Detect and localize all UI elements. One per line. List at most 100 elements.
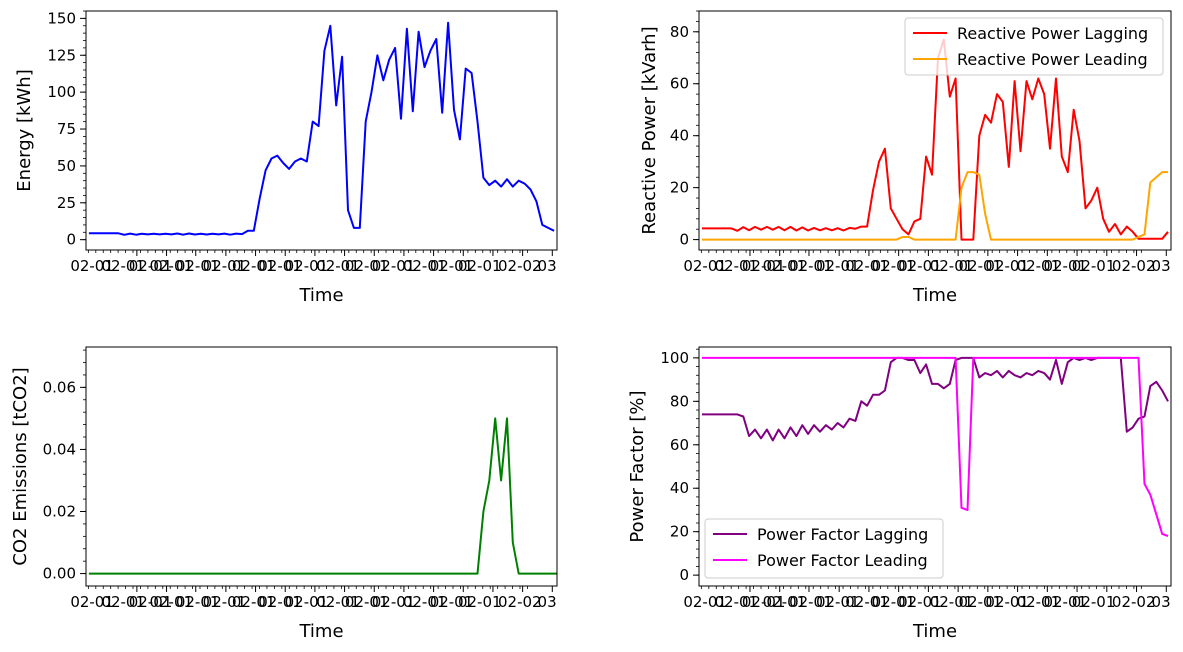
x-tick-label: 02-01: [1043, 257, 1087, 275]
y-tick-label: 0.06: [43, 378, 76, 396]
data-line: [88, 417, 557, 575]
chart-panel-1: 02-0102-0102-0102-0102-0102-0102-0102-01…: [14, 9, 558, 306]
x-tick-label: 02-01: [316, 257, 360, 275]
y-tick-label: 100: [47, 83, 76, 101]
x-tick-label: 02-01: [458, 593, 502, 611]
y-tick-label: 0.00: [43, 565, 76, 583]
y-tick-label: 20: [670, 179, 689, 197]
x-tick-label: 02-01: [372, 593, 416, 611]
x-tick-label: 02-01: [1043, 593, 1087, 611]
x-axis-title: Time: [298, 285, 343, 306]
power-factor-lagging-line: [702, 356, 1169, 442]
x-tick-label: 02-01: [70, 593, 114, 611]
x-axis-title: Time: [912, 285, 957, 306]
y-tick-label: 80: [670, 23, 689, 41]
y-tick-label: 80: [670, 392, 689, 410]
x-tick-label: 02-01: [930, 593, 974, 611]
x-tick-label: 02-01: [1017, 593, 1061, 611]
x-tick-label: 02-01: [845, 593, 889, 611]
x-axis-title: Time: [298, 621, 343, 642]
legend: Power Factor Lagging Power Factor Leading: [704, 518, 944, 579]
y-tick-label: 0.02: [43, 503, 76, 521]
x-tick-label: 02-01: [763, 593, 807, 611]
y-axis-title: CO2 Emissions [tCO2]: [10, 367, 31, 565]
x-tick-label: 02-01: [285, 593, 329, 611]
x-tick-label: 02-01: [258, 257, 302, 275]
y-tick-label: 20: [670, 523, 689, 541]
y-tick-label: 150: [47, 9, 76, 27]
x-tick-label: 02-01: [742, 593, 786, 611]
y-tick-label: 50: [57, 157, 76, 175]
x-tick-label: 03: [538, 593, 557, 611]
y-axis-title: Power Factor [%]: [627, 390, 648, 542]
y-tick-label: 0.04: [43, 440, 76, 458]
x-tick-label: 03: [1152, 593, 1171, 611]
x-tick-label: 02-01: [232, 593, 276, 611]
y-tick-label: 60: [670, 436, 689, 454]
x-tick-label: 02-01: [714, 593, 758, 611]
x-tick-label: 02-01: [985, 593, 1029, 611]
x-tick-label: 02-01: [403, 257, 447, 275]
x-tick-label: 02-01: [345, 257, 389, 275]
y-tick-label: 40: [670, 127, 689, 145]
y-tick-label: 100: [660, 349, 689, 367]
x-tick-label: 02-01: [203, 257, 247, 275]
x-tick-label: 02-01: [985, 257, 1029, 275]
y-tick-label: 0: [679, 231, 689, 249]
x-tick-label: 02-01: [872, 257, 916, 275]
x-tick-label: 02-01: [372, 257, 416, 275]
x-tick-label: 02-01: [1072, 257, 1116, 275]
data-line: [88, 21, 555, 236]
legend-label: Reactive Power Lagging: [957, 24, 1148, 43]
x-tick-label: 02-01: [285, 257, 329, 275]
x-tick-label: 02-02: [498, 257, 542, 275]
x-tick-label: 02-01: [1072, 593, 1116, 611]
x-tick-label: 02-01: [345, 593, 389, 611]
power-factor-leading-line: [702, 356, 1169, 537]
x-tick-label: 02-01: [683, 257, 727, 275]
x-tick-label: 02-01: [816, 257, 860, 275]
x-tick-label: 02-01: [898, 257, 942, 275]
x-tick-label: 02-02: [498, 593, 542, 611]
x-tick-label: 02-01: [763, 257, 807, 275]
chart-panel-3: 02-0102-0102-0102-0102-0102-0102-0102-01…: [10, 346, 558, 642]
x-tick-label: 02-01: [149, 593, 193, 611]
reactive-power-leading-line: [702, 171, 1168, 241]
x-tick-label: 02-01: [149, 257, 193, 275]
chart-panel-2: 02-0102-0102-0102-0102-0102-0102-0102-01…: [639, 10, 1172, 306]
chart-panel-4: 02-0102-0102-0102-0102-0102-0102-0102-01…: [627, 346, 1172, 642]
x-tick-label: 02-01: [872, 593, 916, 611]
x-tick-label: 02-01: [258, 593, 302, 611]
x-tick-label: 03: [538, 257, 557, 275]
plot-frame: [85, 10, 558, 251]
x-tick-label: 02-01: [129, 257, 173, 275]
x-tick-label: 02-01: [458, 257, 502, 275]
x-tick-label: 02-01: [316, 593, 360, 611]
x-tick-label: 02-01: [101, 257, 145, 275]
y-tick-label: 125: [47, 46, 76, 64]
x-tick-label: 02-01: [101, 593, 145, 611]
legend-label: Reactive Power Leading: [957, 50, 1148, 69]
plot-frame: [85, 346, 558, 587]
y-tick-label: 60: [670, 75, 689, 93]
x-tick-label: 02-01: [430, 257, 474, 275]
y-axis-title: Reactive Power [kVarh]: [639, 26, 660, 234]
legend: Reactive Power Lagging Reactive Power Lea…: [904, 17, 1164, 76]
x-tick-label: 02-01: [789, 593, 833, 611]
x-tick-label: 02-01: [1017, 257, 1061, 275]
x-tick-label: 02-01: [203, 593, 247, 611]
x-tick-label: 02-01: [683, 593, 727, 611]
legend-box: [704, 518, 944, 579]
y-tick-label: 25: [57, 194, 76, 212]
x-tick-label: 02-02: [1112, 257, 1156, 275]
y-tick-label: 0: [679, 566, 689, 584]
x-tick-label: 02-01: [70, 257, 114, 275]
plot-frame: [698, 10, 1172, 251]
reactive-power-lagging-line: [702, 38, 1169, 241]
x-tick-label: 02-01: [176, 593, 220, 611]
x-tick-label: 02-01: [898, 593, 942, 611]
x-tick-label: 02-01: [845, 257, 889, 275]
x-tick-label: 02-01: [742, 257, 786, 275]
x-tick-label: 02-01: [930, 257, 974, 275]
